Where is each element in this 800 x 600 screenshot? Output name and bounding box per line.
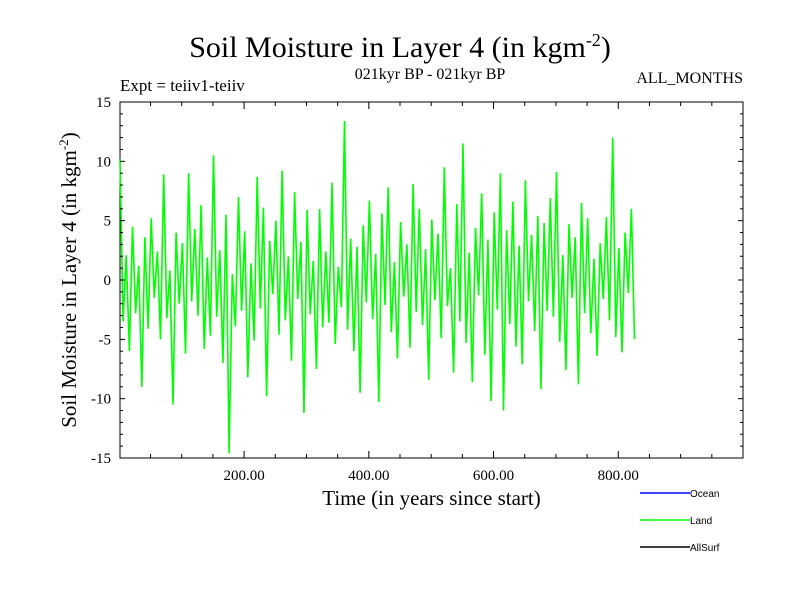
y-tick-label: -5	[99, 332, 112, 348]
x-tick-label: 400.00	[348, 468, 389, 484]
legend-label-land: Land	[690, 516, 712, 527]
series-line-land	[119, 120, 636, 454]
legend-label-ocean: Ocean	[690, 489, 719, 500]
y-tick-label: -15	[91, 451, 111, 467]
y-tick-label: 5	[104, 214, 112, 230]
x-tick-label: 200.00	[223, 468, 264, 484]
y-tick-label: 10	[96, 154, 111, 170]
y-tick-label: 0	[104, 273, 112, 289]
expt-label: Expt = teiiv1-teiiv	[120, 76, 245, 95]
chart-subtitle: 021kyr BP - 021kyr BP	[354, 66, 506, 83]
x-tick-label: 800.00	[598, 468, 639, 484]
y-tick-label: -10	[91, 392, 111, 408]
months-label: ALL_MONTHS	[636, 70, 743, 87]
legend-label-allsurf: AllSurf	[690, 543, 720, 554]
y-tick-label: 15	[96, 95, 111, 111]
x-tick-label: 600.00	[473, 468, 514, 484]
x-axis-label: Time (in years since start)	[322, 486, 541, 510]
chart-title: Soil Moisture in Layer 4 (in kgm-2)	[189, 30, 611, 64]
